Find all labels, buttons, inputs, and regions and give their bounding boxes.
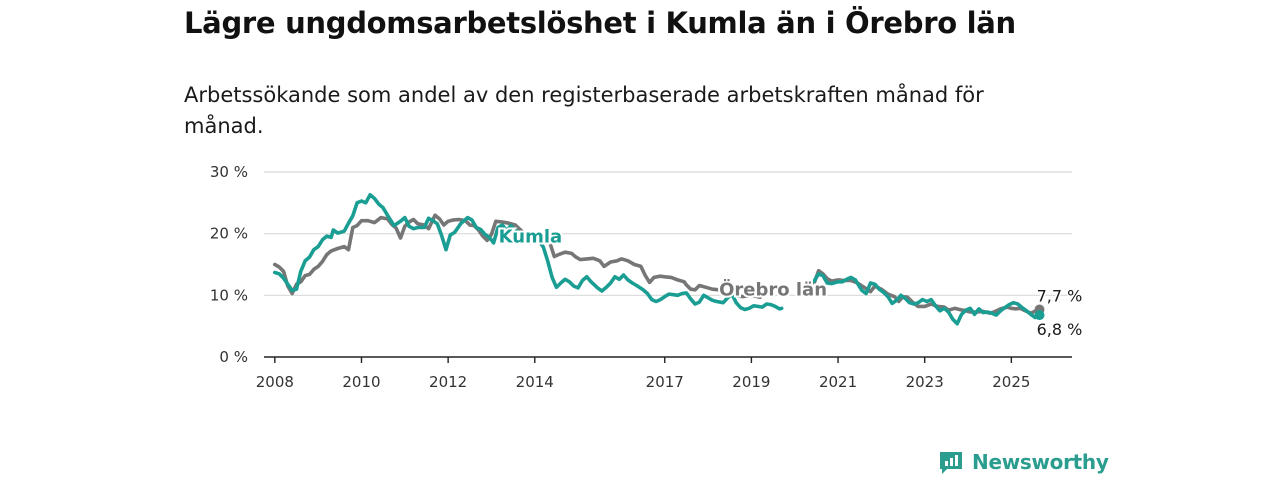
series-label-kumla: Kumla	[499, 226, 563, 247]
y-tick-label: 30 %	[210, 163, 248, 181]
y-tick-label: 20 %	[210, 225, 248, 243]
series-line-kumla	[812, 272, 1042, 326]
series-line-orebro-lan	[533, 231, 762, 299]
x-tick-label: 2008	[256, 373, 294, 391]
series-line-kumla	[273, 193, 533, 293]
page-subtitle: Arbetssökande som andel av den registerb…	[184, 83, 984, 138]
y-axis-tick-labels: 0 % 10 % 20 % 30 %	[210, 163, 248, 366]
series-lines	[273, 193, 1045, 326]
page-title: Lägre ungdomsarbetslöshet i Kumla än i Ö…	[184, 6, 1016, 40]
x-tick-label: 2025	[992, 373, 1030, 391]
brand-logo: Newsworthy	[938, 449, 1109, 475]
y-tick-label: 10 %	[210, 286, 248, 304]
x-tick-label: 2017	[646, 373, 684, 391]
x-tick-label: 2010	[342, 373, 380, 391]
end-value-label-orebro-lan: 7,7 %	[1037, 287, 1083, 306]
x-tick-label: 2023	[906, 373, 944, 391]
x-tick-label: 2014	[516, 373, 554, 391]
x-axis: 2008 2010 2012 2014 2017 2019 2021 2023 2025	[256, 356, 1072, 391]
x-tick-label: 2012	[429, 373, 467, 391]
series-label-orebro-lan: Örebro län	[719, 278, 827, 300]
series-labels: Kumla Örebro län 7,7 % 6,8 %	[497, 224, 1084, 340]
x-tick-label: 2021	[819, 373, 857, 391]
brand-name: Newsworthy	[972, 450, 1109, 474]
end-point-kumla	[1034, 310, 1045, 321]
series-line-kumla	[533, 235, 784, 312]
x-tick-label: 2019	[732, 373, 770, 391]
newsworthy-logo-icon	[940, 452, 962, 474]
end-value-label-kumla: 6,8 %	[1037, 320, 1083, 339]
y-tick-label: 0 %	[219, 348, 248, 366]
